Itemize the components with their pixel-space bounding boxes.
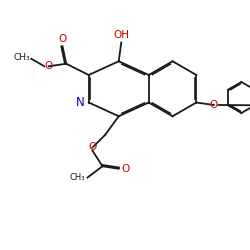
Text: OH: OH — [113, 30, 129, 40]
Text: O: O — [210, 100, 218, 110]
Text: O: O — [58, 34, 66, 44]
Text: CH₃: CH₃ — [70, 173, 85, 182]
Text: O: O — [121, 164, 130, 174]
Text: O: O — [44, 61, 53, 71]
Text: O: O — [88, 142, 96, 152]
Text: CH₃: CH₃ — [14, 53, 30, 62]
Text: N: N — [76, 96, 85, 109]
